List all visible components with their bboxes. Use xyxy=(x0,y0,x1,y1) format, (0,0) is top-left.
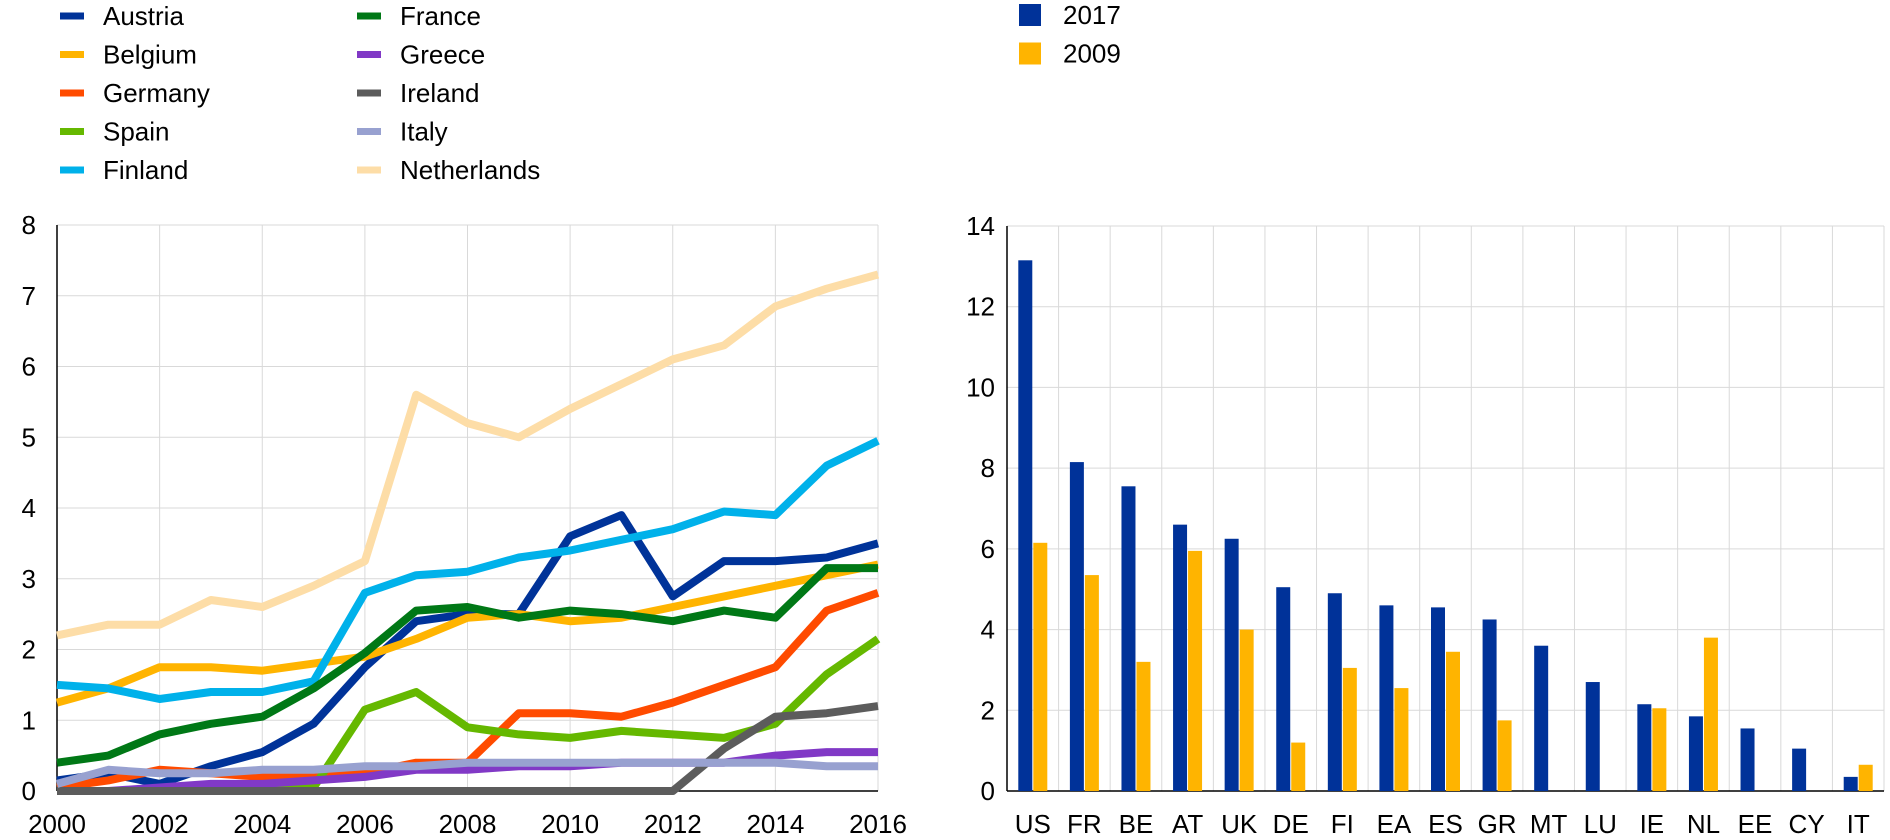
bar-category-label: FI xyxy=(1331,809,1354,839)
bar-2017-gr xyxy=(1482,619,1497,791)
legend-label-france: France xyxy=(400,1,481,31)
bar-category-label: FR xyxy=(1067,809,1102,839)
line-y-tick-label: 4 xyxy=(22,493,36,523)
bar-2009-ea xyxy=(1394,688,1409,791)
legend-label-netherlands: Netherlands xyxy=(400,155,540,185)
bar-2017-at xyxy=(1173,524,1188,791)
bar-category-label: IT xyxy=(1847,809,1870,839)
bar-2009-us xyxy=(1033,542,1048,791)
bar-2017-uk xyxy=(1224,538,1239,791)
bar-2009-fr xyxy=(1084,575,1099,791)
line-series-italy xyxy=(55,758,878,788)
bar-y-tick-label: 0 xyxy=(981,776,995,806)
line-x-tick-label: 2000 xyxy=(28,809,86,839)
line-series-belgium xyxy=(55,560,879,707)
bar-2017-lu xyxy=(1585,682,1600,791)
legend-label-germany: Germany xyxy=(103,78,210,108)
bar-y-tick-label: 10 xyxy=(966,372,995,402)
bar-2009-es xyxy=(1446,651,1460,791)
bar-2017-cy xyxy=(1792,748,1807,791)
line-y-tick-label: 8 xyxy=(22,210,36,240)
bar-2009-fi xyxy=(1342,667,1357,791)
legend-label-greece: Greece xyxy=(400,40,485,70)
bar-legend-swatch-2009 xyxy=(1019,42,1041,65)
bar-2017-ea xyxy=(1379,605,1394,791)
bar-2009-at xyxy=(1188,550,1203,791)
line-x-tick-label: 2012 xyxy=(644,809,702,839)
bar-2017-be xyxy=(1121,486,1136,791)
line-x-tick-label: 2008 xyxy=(439,809,497,839)
line-x-tick-label: 2004 xyxy=(233,809,291,839)
legend-label-italy: Italy xyxy=(400,117,448,147)
line-x-tick-label: 2016 xyxy=(849,809,907,839)
bar-2009-uk xyxy=(1239,629,1254,791)
line-chart-panel: 0 1 2 3 4 5 6 7 8 2000 2002 2004 2006 2008 2010 2012 201… xyxy=(22,1,907,839)
bar-2017-mt xyxy=(1534,645,1549,791)
bar-legend-swatch-2017 xyxy=(1019,4,1041,26)
bar-category-label: MT xyxy=(1530,809,1568,839)
bar-2009-gr xyxy=(1497,720,1512,791)
bar-2017-de xyxy=(1276,587,1291,791)
line-y-tick-label: 3 xyxy=(22,564,36,594)
line-x-tick-label: 2010 xyxy=(541,809,599,839)
line-y-tick-label: 2 xyxy=(22,635,36,665)
legend-label-ireland: Ireland xyxy=(400,78,480,108)
legend-label-austria: Austria xyxy=(103,1,184,31)
bar-2017-ie xyxy=(1637,704,1652,791)
bar-legend-label-2017: 2017 xyxy=(1063,0,1121,30)
legend-label-finland: Finland xyxy=(103,155,188,185)
bar-2009-be xyxy=(1136,661,1151,791)
line-x-tick-label: 2006 xyxy=(336,809,394,839)
bar-category-label: US xyxy=(1015,809,1051,839)
bar-category-label: EE xyxy=(1738,809,1773,839)
bar-y-tick-label: 4 xyxy=(981,615,995,645)
bar-legend-label-2009: 2009 xyxy=(1063,39,1121,69)
line-y-tick-label: 6 xyxy=(22,352,36,382)
bar-category-label: LU xyxy=(1584,809,1617,839)
bar-2017-us xyxy=(1018,260,1033,791)
bar-2017-fr xyxy=(1069,462,1084,791)
bar-2009-de xyxy=(1291,742,1306,791)
line-series-finland xyxy=(56,437,880,703)
line-series-france xyxy=(56,564,878,767)
bar-2009-nl xyxy=(1703,637,1718,791)
bar-category-label: UK xyxy=(1221,809,1258,839)
bar-category-label: ES xyxy=(1428,809,1463,839)
line-y-tick-label: 0 xyxy=(22,776,36,806)
bar-category-label: CY xyxy=(1789,809,1825,839)
bar-2017-es xyxy=(1431,607,1445,791)
bar-category-label: EA xyxy=(1377,809,1412,839)
line-y-tick-label: 7 xyxy=(22,281,36,311)
bar-2009-ie xyxy=(1652,708,1667,791)
bar-category-label: DE xyxy=(1273,809,1309,839)
line-y-tick-label: 5 xyxy=(22,422,36,452)
line-x-tick-label: 2002 xyxy=(131,809,189,839)
bar-category-label: GR xyxy=(1478,809,1517,839)
bar-y-tick-label: 2 xyxy=(981,695,995,725)
bar-y-tick-label: 12 xyxy=(966,292,995,322)
line-series-netherlands xyxy=(56,270,880,640)
line-x-tick-label: 2014 xyxy=(746,809,804,839)
bar-chart-panel: 0 2 4 6 8 10 12 14 US FR BE AT UK DE FI EA ES GR MT LU IE NL E… xyxy=(966,0,1885,839)
bar-2017-it xyxy=(1843,776,1858,791)
bar-category-label: NL xyxy=(1687,809,1720,839)
bar-2017-fi xyxy=(1327,593,1342,791)
bar-category-label: AT xyxy=(1172,809,1203,839)
bar-y-tick-label: 8 xyxy=(981,453,995,483)
bar-category-label: BE xyxy=(1119,809,1154,839)
line-y-tick-label: 1 xyxy=(22,705,36,735)
legend-label-belgium: Belgium xyxy=(103,40,197,70)
bar-2017-nl xyxy=(1688,716,1703,791)
bar-category-label: IE xyxy=(1640,809,1665,839)
bar-2017-ee xyxy=(1740,728,1755,791)
bar-y-tick-label: 6 xyxy=(981,534,995,564)
legend-label-spain: Spain xyxy=(103,117,170,147)
line-series-ireland xyxy=(57,702,879,795)
bar-y-tick-label: 14 xyxy=(966,211,995,241)
bar-2009-it xyxy=(1858,764,1873,791)
